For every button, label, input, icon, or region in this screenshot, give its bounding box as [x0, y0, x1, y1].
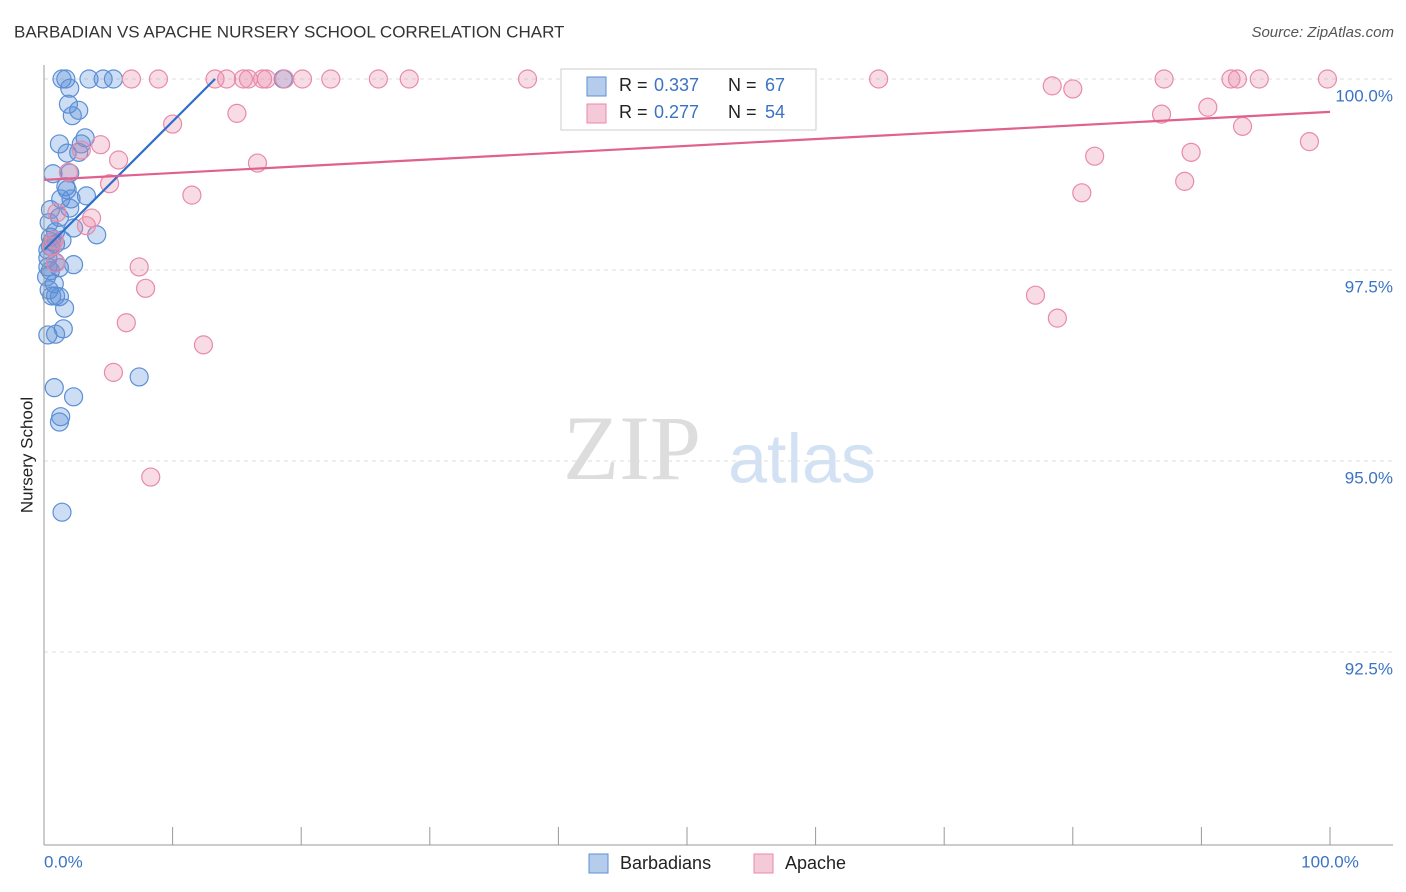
point [1198, 97, 1218, 117]
legend-r: 0.337 [654, 75, 699, 95]
point [399, 69, 419, 89]
point [42, 236, 62, 256]
point [135, 278, 156, 298]
point [292, 69, 313, 89]
watermark: ZIP [563, 397, 701, 499]
point [1154, 69, 1174, 89]
legend-swatch [753, 853, 774, 874]
trend-lines [43, 78, 1331, 251]
point [45, 324, 66, 344]
point [321, 69, 341, 89]
point [1221, 69, 1241, 89]
point [52, 502, 72, 522]
point [217, 69, 237, 89]
point [182, 185, 202, 205]
point [116, 313, 136, 333]
point [79, 69, 99, 89]
legend-r: 0.277 [654, 102, 699, 122]
point [368, 69, 388, 89]
point [58, 94, 79, 114]
point [1063, 79, 1083, 99]
y-axis-label: Nursery School [17, 397, 36, 513]
point [44, 378, 64, 398]
point [869, 69, 889, 89]
point [103, 362, 124, 382]
point [69, 100, 89, 120]
point [1072, 183, 1092, 203]
point [63, 255, 84, 275]
point [517, 69, 538, 89]
point [54, 298, 75, 318]
y-tick-label: 95.0% [1345, 468, 1393, 487]
legend-swatch [586, 76, 607, 97]
legend-box [560, 68, 817, 131]
watermark: atlas [728, 419, 876, 497]
point [1047, 308, 1067, 328]
point [108, 150, 129, 170]
axes: 0.0% 100.0% [43, 65, 1393, 871]
point [49, 412, 70, 432]
point [1299, 132, 1320, 152]
point [274, 69, 295, 89]
point [47, 203, 67, 223]
point [163, 114, 183, 134]
point [256, 69, 277, 89]
legend-label: Barbadians [620, 853, 711, 873]
point [129, 367, 149, 387]
x-tick-label: 100.0% [1301, 852, 1359, 871]
legend-stat-label: N = [728, 102, 757, 122]
point [121, 69, 142, 89]
x-tick-label: 0.0% [44, 852, 83, 871]
point [141, 467, 161, 487]
point [62, 106, 82, 126]
legend-swatch [586, 103, 607, 124]
point [38, 325, 58, 345]
legend: R = 0.337 N = 67 R = 0.277 N = 54 [560, 68, 817, 131]
source: Source: ZipAtlas.com [1251, 24, 1394, 41]
point [1175, 171, 1195, 191]
point [90, 135, 111, 155]
point [63, 387, 84, 407]
y-tick-label: 97.5% [1345, 277, 1393, 296]
point [129, 257, 149, 277]
point [45, 253, 66, 273]
trend-line [43, 110, 1331, 181]
point [71, 140, 91, 160]
y-tick-label: 92.5% [1345, 659, 1393, 678]
point [1181, 142, 1201, 162]
point [76, 216, 97, 236]
legend-n: 54 [765, 102, 785, 122]
legend-swatch [588, 853, 609, 874]
chart-title: BARBADIAN VS APACHE NURSERY SCHOOL CORRE… [14, 22, 564, 41]
point [1232, 116, 1253, 136]
point [1151, 104, 1172, 124]
point [60, 78, 80, 98]
points [36, 69, 1338, 522]
point [148, 69, 169, 89]
point [76, 186, 97, 206]
point [103, 69, 124, 89]
point [69, 142, 89, 162]
point [1227, 69, 1248, 89]
point [233, 69, 253, 89]
legend-label: Apache [785, 853, 846, 873]
trend-line [43, 78, 216, 251]
y-tick-label: 100.0% [1335, 86, 1393, 105]
point [193, 335, 214, 355]
legend-stat-label: R = [619, 75, 648, 95]
point [1317, 69, 1338, 89]
legend-n: 67 [765, 75, 785, 95]
point [227, 103, 247, 123]
point [1085, 146, 1105, 166]
point [1025, 285, 1046, 305]
legend-stat-label: N = [728, 75, 757, 95]
point [93, 69, 113, 89]
legend-stat-label: R = [619, 102, 648, 122]
point [58, 162, 79, 182]
point [1042, 76, 1062, 96]
point [1249, 69, 1269, 89]
